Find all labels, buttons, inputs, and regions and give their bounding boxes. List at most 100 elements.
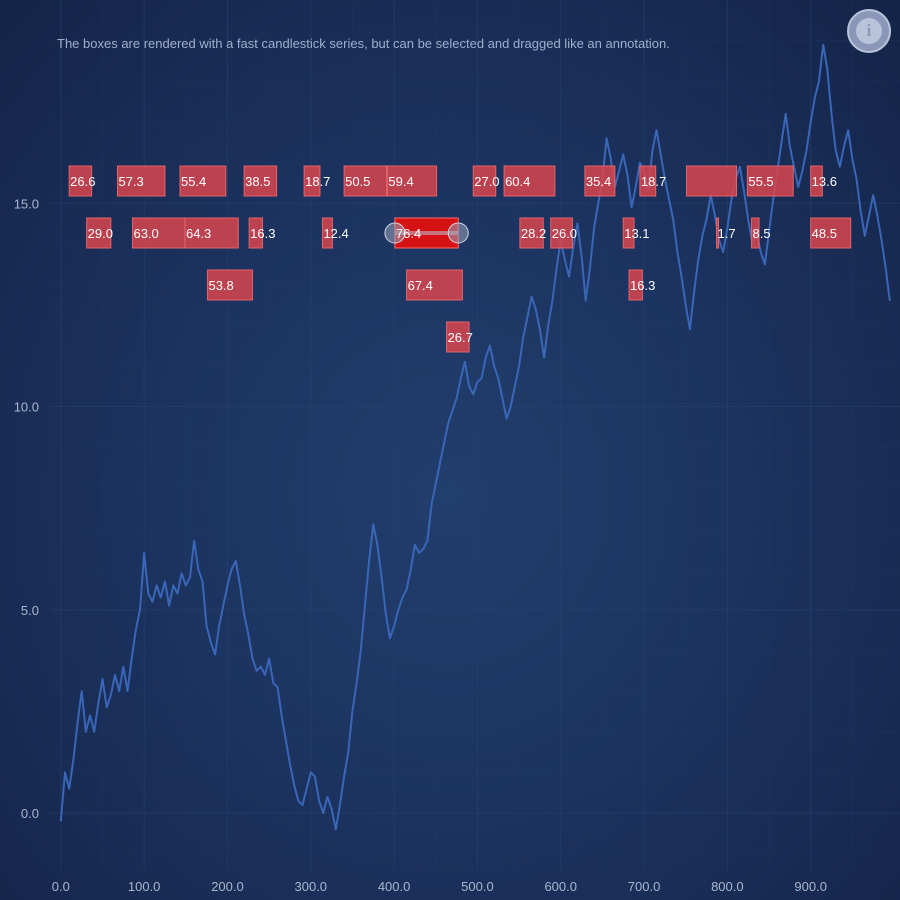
box-rect[interactable]: [716, 217, 720, 249]
box-rect[interactable]: [519, 217, 544, 249]
box-annotation[interactable]: 67.4: [406, 269, 463, 301]
box-rect[interactable]: [746, 165, 794, 197]
x-tick-label: 900.0: [794, 879, 827, 894]
box-series[interactable]: 26.6 57.3 55.4 38.5 18.7 50.5 59.4 27.0 60.4 35.4…: [68, 165, 852, 353]
box-annotation[interactable]: 53.8: [206, 269, 253, 301]
box-annotation[interactable]: 55.5: [746, 165, 794, 197]
box-label: 16.3: [630, 278, 655, 293]
drag-handle[interactable]: [447, 222, 469, 244]
box-label: 26.6: [70, 174, 95, 189]
box-label: 16.3: [250, 226, 275, 241]
box-annotation[interactable]: 18.7: [639, 165, 666, 197]
x-tick-label: 0.0: [52, 879, 70, 894]
box-label: 64.3: [186, 226, 211, 241]
box-rect[interactable]: [116, 165, 166, 197]
box-label: 59.4: [388, 174, 413, 189]
box-annotation[interactable]: 55.4: [179, 165, 227, 197]
box-annotation[interactable]: 29.0: [86, 217, 113, 249]
box-rect[interactable]: [472, 165, 497, 197]
box-annotation[interactable]: 38.5: [243, 165, 278, 197]
box-rect[interactable]: [810, 217, 852, 249]
chart-subtitle: The boxes are rendered with a fast candl…: [57, 36, 670, 51]
box-annotation[interactable]: 57.3: [116, 165, 166, 197]
x-tick-label: 100.0: [128, 879, 161, 894]
box-annotation[interactable]: 64.3: [184, 217, 239, 249]
box-label: 8.5: [753, 226, 771, 241]
box-annotation[interactable]: 35.4: [584, 165, 616, 197]
x-tick-label: 600.0: [544, 879, 577, 894]
box-label: 26.0: [552, 226, 577, 241]
box-label: 76.4: [396, 226, 421, 241]
box-rect[interactable]: [686, 165, 738, 197]
box-rect[interactable]: [628, 269, 643, 301]
grid-lines: [50, 0, 900, 870]
box-annotation[interactable]: 16.3: [628, 269, 655, 301]
box-annotation-selected[interactable]: 76.4: [384, 217, 469, 249]
box-annotation[interactable]: 60.4: [503, 165, 556, 197]
box-label: 29.0: [88, 226, 113, 241]
x-tick-label: 400.0: [378, 879, 411, 894]
box-rect[interactable]: [639, 165, 657, 197]
box-label: 50.5: [345, 174, 370, 189]
box-annotation[interactable]: [686, 165, 738, 197]
box-rect[interactable]: [303, 165, 321, 197]
box-annotation[interactable]: 27.0: [472, 165, 500, 197]
x-tick-label: 300.0: [295, 879, 328, 894]
box-rect[interactable]: [248, 217, 263, 249]
box-annotation[interactable]: 26.6: [68, 165, 95, 197]
box-annotation[interactable]: 26.0: [550, 217, 577, 249]
box-rect[interactable]: [406, 269, 463, 301]
box-rect[interactable]: [343, 165, 388, 197]
y-tick-label: 15.0: [14, 196, 39, 211]
box-annotation[interactable]: 13.1: [622, 217, 650, 249]
box-rect[interactable]: [86, 217, 112, 249]
box-rect[interactable]: [550, 217, 573, 249]
box-label: 13.6: [812, 174, 837, 189]
box-label: 1.7: [718, 226, 736, 241]
box-rect[interactable]: [386, 165, 438, 197]
box-rect[interactable]: [584, 165, 616, 197]
box-rect[interactable]: [446, 321, 470, 353]
box-label: 53.8: [208, 278, 233, 293]
box-annotation[interactable]: 26.7: [446, 321, 473, 353]
box-annotation[interactable]: 12.4: [321, 217, 349, 249]
box-annotation[interactable]: 48.5: [810, 217, 852, 249]
box-annotation[interactable]: 63.0: [131, 217, 186, 249]
box-label: 26.7: [448, 330, 473, 345]
box-rect[interactable]: [751, 217, 760, 249]
box-label: 67.4: [408, 278, 433, 293]
x-tick-label: 500.0: [461, 879, 494, 894]
box-annotation[interactable]: 59.4: [386, 165, 438, 197]
box-rect[interactable]: [321, 217, 333, 249]
box-label: 48.5: [812, 226, 837, 241]
x-tick-label: 800.0: [711, 879, 744, 894]
box-annotation[interactable]: 50.5: [343, 165, 388, 197]
box-rect[interactable]: [622, 217, 635, 249]
box-rect[interactable]: [179, 165, 227, 197]
box-rect[interactable]: [206, 269, 253, 301]
box-annotation[interactable]: 18.7: [303, 165, 330, 197]
box-annotation[interactable]: 28.2: [519, 217, 546, 249]
box-annotation[interactable]: 16.3: [248, 217, 275, 249]
box-label: 60.4: [505, 174, 530, 189]
info-button[interactable]: i: [847, 9, 891, 53]
box-label: 55.5: [748, 174, 773, 189]
box-annotation[interactable]: 8.5: [751, 217, 771, 249]
box-rect[interactable]: [68, 165, 93, 197]
box-label: 28.2: [521, 226, 546, 241]
box-rect[interactable]: [810, 165, 823, 197]
drag-handle[interactable]: [384, 222, 406, 244]
box-label: 55.4: [181, 174, 206, 189]
y-tick-label: 0.0: [21, 806, 39, 821]
box-rect[interactable]: [503, 165, 556, 197]
box-rect[interactable]: [243, 165, 278, 197]
box-annotation[interactable]: 13.6: [810, 165, 837, 197]
box-rect[interactable]: [184, 217, 239, 249]
info-icon: i: [856, 18, 882, 44]
box-annotation[interactable]: 1.7: [716, 217, 736, 249]
box-label: 57.3: [118, 174, 143, 189]
box-label: 27.0: [474, 174, 499, 189]
x-tick-label: 700.0: [628, 879, 661, 894]
box-label: 12.4: [323, 226, 348, 241]
